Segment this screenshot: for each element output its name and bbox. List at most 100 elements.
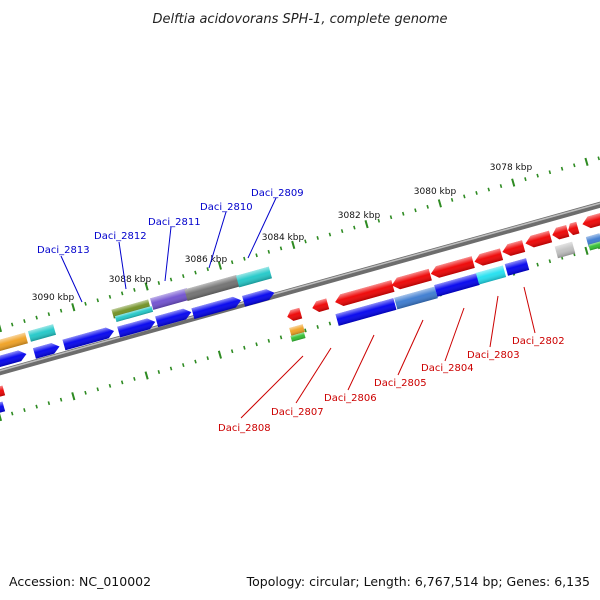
minor-tick: [206, 356, 209, 361]
minor-tick: [182, 363, 185, 368]
minor-tick: [426, 204, 429, 209]
gene-arrow[interactable]: [191, 295, 242, 320]
kbp-label: 3084 kbp: [262, 233, 305, 243]
gene-arrow-shading: [394, 286, 438, 310]
topology-text: Topology: circular; Length: 6,767,514 bp…: [246, 574, 590, 589]
minor-tick: [499, 184, 503, 189]
gene-arrow[interactable]: [311, 298, 330, 314]
gene-arrow[interactable]: [184, 274, 240, 302]
gene-label-daci-2804[interactable]: Daci_2804: [421, 363, 474, 374]
gene-arrow-shading: [552, 225, 570, 240]
minor-tick: [377, 218, 381, 223]
major-tick: [217, 261, 222, 270]
gene-arrow[interactable]: [504, 258, 530, 276]
gene-label-daci-2805[interactable]: Daci_2805: [374, 378, 427, 389]
gene-label-daci-2803[interactable]: Daci_2803: [467, 350, 520, 361]
minor-tick: [316, 325, 319, 329]
kbp-label: 3086 kbp: [185, 255, 228, 265]
gene-arrow[interactable]: [501, 240, 526, 257]
gene-arrow[interactable]: [289, 324, 305, 336]
gene-label-daci-2807[interactable]: Daci_2807: [271, 407, 324, 418]
gene-arrow-shading: [582, 211, 600, 229]
gene-arrow-shading: [242, 289, 275, 307]
gene-label-daci-2813[interactable]: Daci_2813: [37, 245, 90, 256]
major-tick: [71, 392, 76, 401]
gene-arrow[interactable]: [335, 298, 397, 326]
genome-backbone-highlight: [0, 202, 600, 372]
gene-arrow[interactable]: [0, 385, 6, 399]
minor-tick: [96, 387, 100, 392]
gene-label-daci-2808[interactable]: Daci_2808: [218, 423, 271, 434]
gene-arrow-shading: [0, 332, 28, 352]
gene-arrow[interactable]: [588, 241, 600, 251]
gene-label-daci-2809[interactable]: Daci_2809: [251, 188, 304, 199]
leader-line: [118, 241, 127, 290]
minor-tick: [243, 345, 246, 350]
gene-arrow[interactable]: [475, 265, 507, 285]
gene-label-daci-2806[interactable]: Daci_2806: [324, 393, 377, 404]
minor-tick: [450, 197, 454, 202]
minor-tick: [548, 170, 552, 175]
gene-label-daci-2810[interactable]: Daci_2810: [200, 202, 253, 213]
gene-arrow[interactable]: [429, 256, 475, 279]
gene-arrow[interactable]: [333, 280, 395, 308]
gene-arrow-shading: [525, 230, 553, 248]
gene-arrow-shading: [290, 332, 306, 342]
kbp-scale: 3078 kbp 3080 kbp 3082 kbp 3084 kbp 3086…: [32, 163, 533, 303]
gene-arrow[interactable]: [290, 332, 306, 342]
kbp-label: 3088 kbp: [109, 275, 152, 285]
gene-arrow[interactable]: [567, 221, 580, 236]
gene-arrow[interactable]: [33, 341, 61, 359]
map-title: Delftia acidovorans SPH-1, complete geno…: [152, 12, 447, 27]
gene-arrow[interactable]: [286, 307, 303, 322]
accession-text: Accession: NC_010002: [9, 574, 152, 589]
gene-label-daci-2811[interactable]: Daci_2811: [148, 217, 201, 228]
minor-tick: [59, 308, 63, 313]
gene-arrow[interactable]: [62, 326, 115, 351]
major-tick: [584, 246, 589, 255]
gene-arrow[interactable]: [581, 211, 600, 230]
minor-tick: [157, 370, 161, 374]
major-tick: [0, 413, 3, 422]
gene-arrow-shading: [554, 241, 576, 259]
gene-arrow[interactable]: [28, 324, 56, 342]
major-tick: [217, 350, 222, 359]
gene-arrow[interactable]: [242, 287, 276, 307]
gene-arrow[interactable]: [0, 401, 6, 415]
minor-tick: [475, 191, 478, 195]
minor-tick: [560, 166, 564, 171]
gene-arrow[interactable]: [236, 266, 272, 288]
leader-line: [247, 197, 277, 259]
gene-arrow[interactable]: [150, 288, 190, 310]
minor-tick: [169, 277, 173, 282]
gene-arrow-shading: [289, 324, 305, 336]
minor-tick: [84, 301, 87, 306]
gene-arrow-shading: [474, 248, 504, 266]
gene-arrow[interactable]: [155, 307, 193, 328]
leader-line: [489, 295, 499, 348]
gene-arrow[interactable]: [551, 225, 570, 241]
gene-arrow[interactable]: [524, 230, 553, 250]
gene-arrow[interactable]: [117, 317, 157, 338]
gene-arrow[interactable]: [390, 268, 432, 291]
gene-arrow-shading: [287, 307, 303, 321]
gene-arrow[interactable]: [394, 286, 438, 310]
minor-tick: [84, 390, 87, 395]
major-tick: [144, 371, 149, 380]
minor-tick: [47, 312, 51, 317]
gene-arrow[interactable]: [0, 332, 28, 352]
gene-arrow[interactable]: [554, 241, 576, 259]
minor-tick: [328, 321, 332, 326]
gene-arrow[interactable]: [434, 273, 480, 297]
leader-line: [295, 347, 332, 404]
gene-arrow-shading: [475, 265, 507, 285]
gene-arrow[interactable]: [114, 306, 154, 322]
gene-label-daci-2802[interactable]: Daci_2802: [512, 336, 565, 347]
gene-label-daci-2812[interactable]: Daci_2812: [94, 231, 147, 242]
gene-arrow-shading: [111, 299, 151, 319]
gene-arrow[interactable]: [111, 299, 151, 319]
minor-tick: [108, 383, 112, 388]
gene-arrow[interactable]: [0, 349, 28, 368]
gene-arrow[interactable]: [473, 248, 504, 267]
